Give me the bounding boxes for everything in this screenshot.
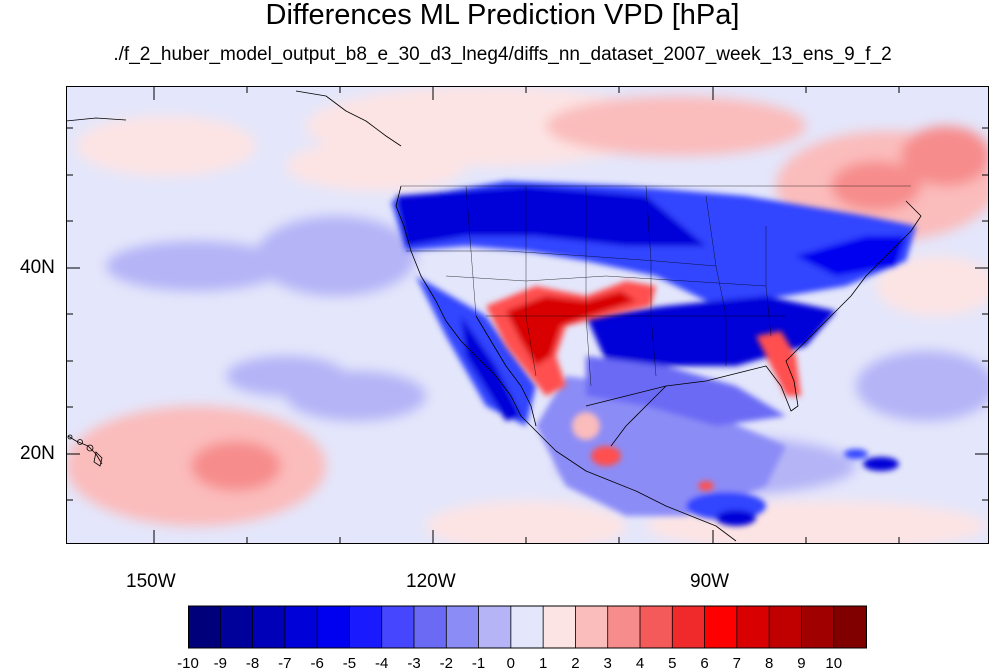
- colorbar-tick-label: -3: [407, 655, 421, 672]
- colorbar-swatch: [188, 605, 221, 649]
- map-subtitle: ./f_2_huber_model_output_b8_e_30_d3_lneg…: [113, 44, 892, 65]
- colorbar-swatch: [542, 605, 577, 649]
- colorbar-swatch: [413, 605, 447, 649]
- colorbar-swatch: [671, 605, 706, 649]
- colorbar-tick-label: 5: [668, 655, 677, 672]
- colorbar-swatch: [768, 605, 803, 649]
- colorbar-swatch: [607, 605, 641, 649]
- colorbar-tick-label: -2: [439, 655, 453, 672]
- state-borders: [401, 185, 911, 387]
- colorbar-tick-label: -8: [245, 655, 260, 672]
- ocean-anomalies: [66, 86, 989, 544]
- colorbar-tick-label: 7: [732, 655, 742, 672]
- colorbar-tick-label: 6: [700, 655, 709, 672]
- colorbar-swatch: [510, 605, 544, 649]
- colorbar-tick-label: 1: [538, 655, 548, 672]
- colorbar-tick-label: -4: [375, 655, 389, 672]
- colorbar-swatch: [575, 605, 609, 649]
- colorbar-swatch: [833, 605, 867, 649]
- colorbar-swatch: [478, 605, 512, 649]
- lon-label-150w: 150W: [126, 571, 176, 592]
- colorbar-tick-label: -7: [278, 655, 292, 672]
- map-title: Differences ML Prediction VPD [hPa]: [265, 0, 740, 31]
- colorbar-tick-label: -9: [213, 655, 227, 672]
- colorbar-tick-label: 4: [635, 655, 645, 672]
- colorbar-swatch: [639, 605, 673, 649]
- colorbar-swatch: [445, 605, 480, 649]
- colorbar-swatch: [801, 605, 835, 649]
- hawaii-islands: [67, 434, 103, 467]
- colorbar-swatch: [252, 605, 286, 649]
- colorbar-tick-label: 10: [825, 655, 843, 672]
- land-positive-anomalies: [486, 281, 801, 491]
- colorbar-tick-label: 0: [506, 655, 516, 672]
- map-border: [66, 86, 989, 544]
- colorbar-tick-label: -1: [471, 655, 486, 672]
- colorbar-tick-label: -10: [177, 655, 199, 672]
- colorbar-outline: [188, 605, 867, 649]
- vpd-difference-map: [66, 86, 989, 544]
- colorbar-swatch: [381, 605, 415, 649]
- lat-label-40n: 40N: [20, 257, 55, 278]
- colorbar-tick-label: -6: [310, 655, 324, 672]
- colorbar-swatch: [736, 605, 770, 649]
- colorbar-swatch: [349, 605, 383, 649]
- land-negative-anomalies: [391, 181, 916, 526]
- colorbar-tick-label: 9: [797, 655, 806, 672]
- colorbar-tick-label: 8: [764, 655, 774, 672]
- lat-label-20n: 20N: [20, 443, 55, 464]
- lon-label-120w: 120W: [406, 571, 456, 592]
- colorbar-swatch: [219, 605, 254, 649]
- axis-ticks: [66, 86, 989, 544]
- colorbar-tick-label: 2: [571, 655, 580, 672]
- colorbar-tick-label: -5: [342, 655, 357, 672]
- lon-label-90w: 90W: [690, 571, 730, 592]
- colorbar-tick-label: 3: [603, 655, 612, 672]
- colorbar-swatch: [316, 605, 351, 649]
- colorbar-swatch: [704, 605, 738, 649]
- colorbar-swatch: [284, 605, 318, 649]
- colorbar: [188, 605, 867, 649]
